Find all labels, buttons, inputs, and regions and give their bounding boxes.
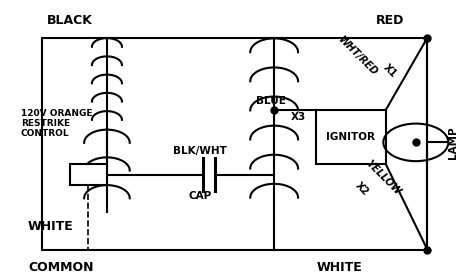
Text: X3: X3 [291, 112, 306, 122]
Text: LAMP: LAMP [448, 126, 458, 159]
Text: WHITE: WHITE [28, 221, 74, 233]
Text: X1: X1 [382, 63, 399, 80]
Text: BLUE: BLUE [256, 96, 286, 106]
Text: BLK/WHT: BLK/WHT [173, 146, 227, 156]
Text: RED: RED [376, 14, 405, 27]
Text: CAP: CAP [188, 191, 211, 201]
Text: WHITE: WHITE [316, 261, 362, 273]
Text: YELLOW: YELLOW [364, 158, 403, 197]
Text: BLACK: BLACK [46, 14, 92, 27]
Text: IGNITOR: IGNITOR [326, 132, 375, 142]
Text: WHT/RED: WHT/RED [336, 35, 379, 78]
Text: 120V ORANGE
RESTRIKE
CONTROL: 120V ORANGE RESTRIKE CONTROL [21, 109, 92, 138]
Bar [70, 164, 107, 185]
Text: X2: X2 [354, 181, 371, 198]
Bar [316, 110, 386, 164]
Text: COMMON: COMMON [28, 261, 93, 273]
